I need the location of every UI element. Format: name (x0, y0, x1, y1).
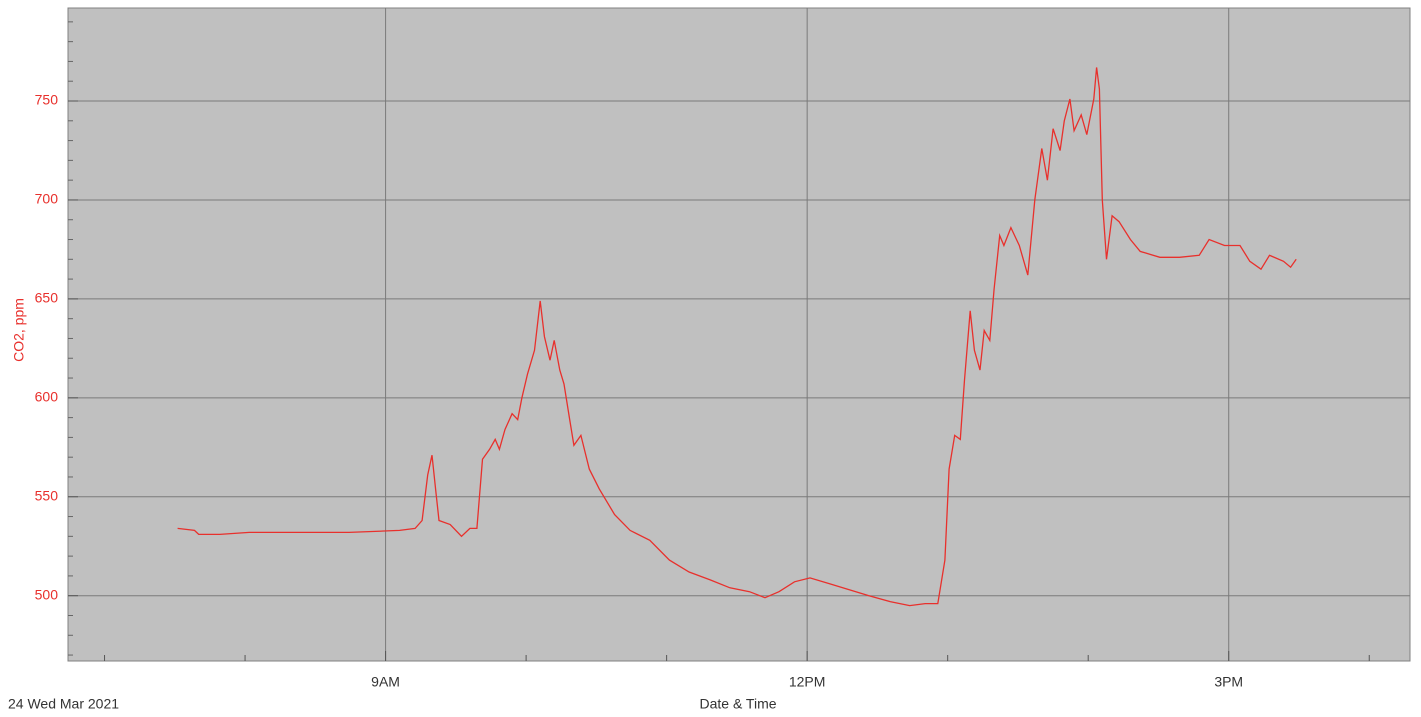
co2-line (177, 67, 1297, 607)
y-tick-label: 700 (35, 191, 59, 207)
y-tick-label: 600 (35, 389, 59, 405)
x-tick-label: 12PM (789, 674, 826, 690)
date-label: 24 Wed Mar 2021 (8, 696, 119, 712)
x-tick-label: 3PM (1214, 674, 1243, 690)
y-tick-label: 750 (35, 92, 59, 108)
y-axis-label: CO2, ppm (11, 298, 27, 362)
plot-area (67, 7, 1411, 662)
x-tick-label: 9AM (371, 674, 400, 690)
y-tick-label: 550 (35, 487, 59, 503)
y-tick-label: 500 (35, 586, 59, 602)
y-tick-label: 650 (35, 290, 59, 306)
x-axis-label: Date & Time (699, 696, 776, 712)
